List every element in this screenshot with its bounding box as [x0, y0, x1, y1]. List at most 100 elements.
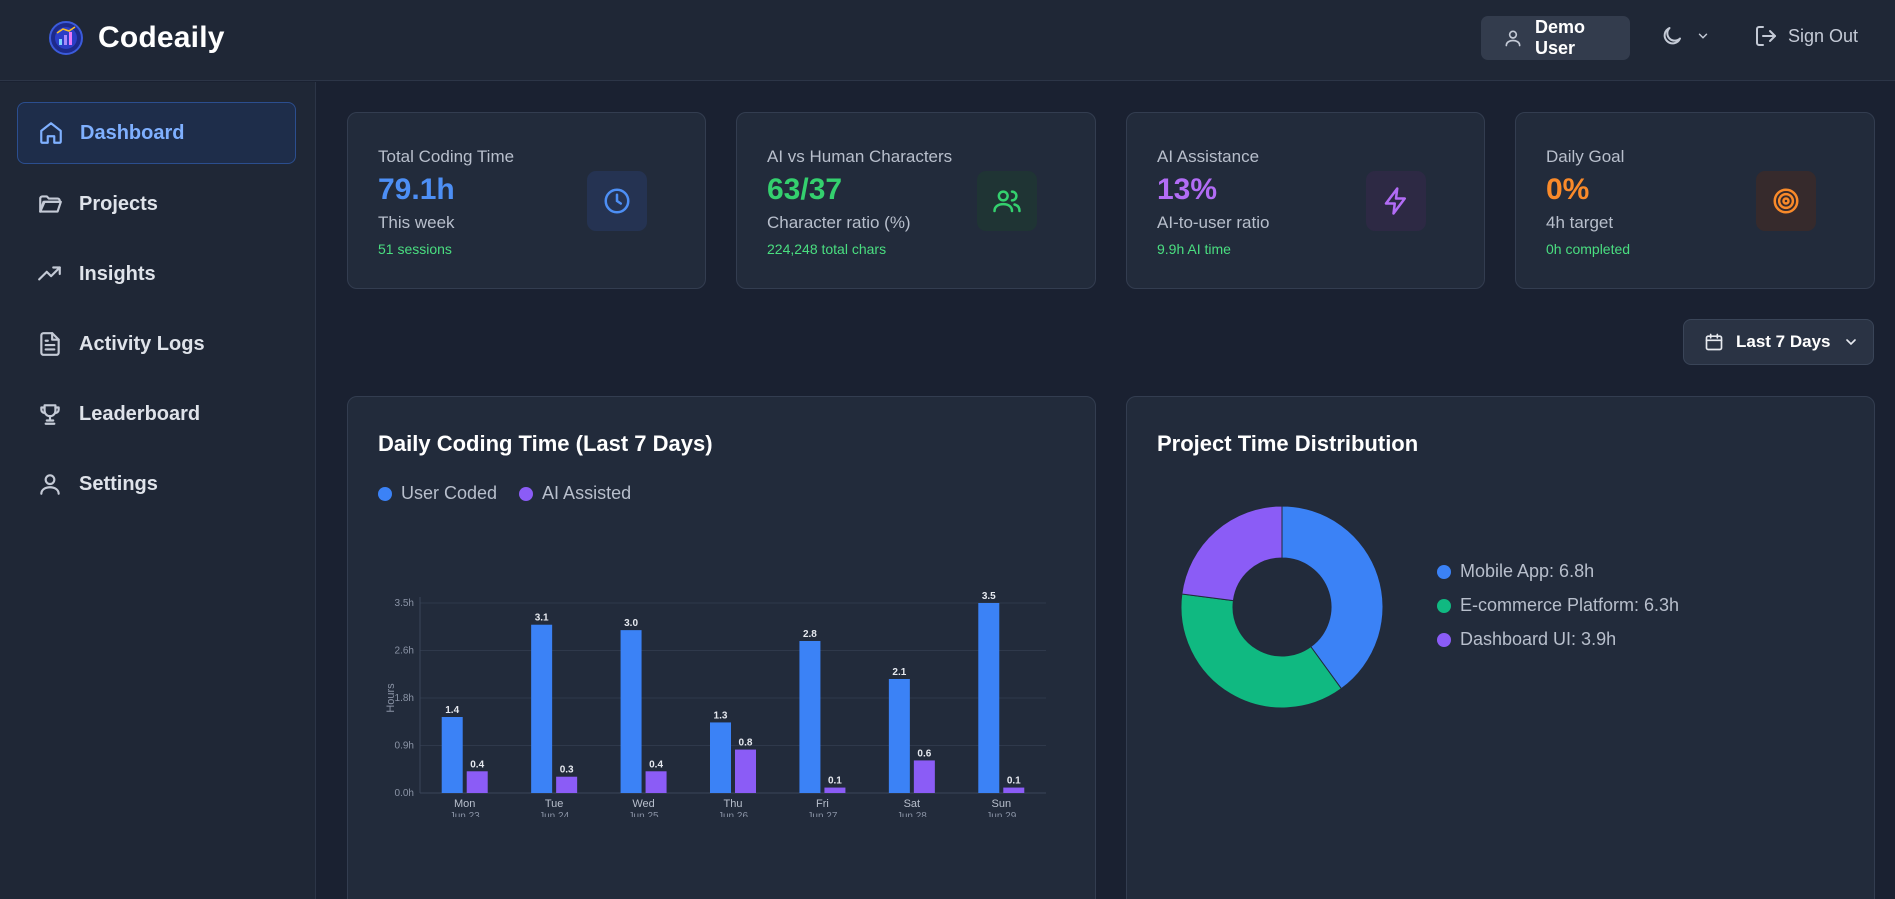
sidebar-item-label: Leaderboard — [79, 402, 201, 425]
moon-icon — [1663, 27, 1681, 45]
legend-item[interactable]: Dashboard UI: 3.9h — [1437, 629, 1679, 650]
document-icon — [37, 331, 63, 357]
data-label: 2.1 — [892, 667, 906, 678]
y-tick-label: 1.8h — [395, 693, 414, 704]
stat-subtitle: This week — [378, 213, 455, 232]
stat-value: 63/37 — [767, 173, 843, 206]
legend-item[interactable]: E-commerce Platform: 6.3h — [1437, 595, 1679, 616]
sidebar: Dashboard Projects Insights Activity Log… — [0, 82, 316, 899]
x-tick-label: Fri — [816, 798, 829, 810]
trophy-icon — [37, 401, 63, 427]
app-name: Codeaily — [98, 21, 225, 54]
bar-user-coded — [978, 603, 1000, 793]
bar-user-coded — [799, 641, 821, 793]
brand[interactable]: Codeaily — [48, 20, 225, 56]
chevron-down-icon — [1845, 339, 1856, 346]
user-name: Demo User — [1534, 17, 1585, 58]
project-donut-chart — [1180, 505, 1384, 709]
x-tick-sublabel: Jun 29 — [986, 811, 1016, 817]
bar-ai-assisted — [466, 771, 488, 793]
x-tick-label: Mon — [454, 798, 475, 810]
stat-subtitle: Character ratio (%) — [767, 213, 911, 232]
stat-title: Daily Goal — [1546, 147, 1625, 166]
legend-label: Dashboard UI: 3.9h — [1460, 629, 1617, 649]
data-label: 2.8 — [803, 629, 817, 640]
legend-label: User Coded — [401, 483, 498, 503]
data-label: 0.3 — [560, 765, 574, 776]
sign-out-button[interactable]: Sign Out — [1754, 24, 1858, 48]
x-tick-sublabel: Jun 28 — [897, 811, 927, 817]
stat-value: 13% — [1157, 173, 1218, 206]
legend-swatch — [1437, 598, 1451, 613]
trending-up-icon — [37, 261, 63, 287]
data-label: 0.4 — [470, 759, 484, 770]
sidebar-item-insights[interactable]: Insights — [17, 243, 296, 305]
user-icon — [1505, 30, 1521, 47]
sidebar-item-projects[interactable]: Projects — [17, 173, 296, 235]
bar-ai-assisted — [556, 776, 578, 793]
stat-value: 0% — [1546, 173, 1590, 206]
bar-user-coded — [888, 679, 910, 793]
sidebar-item-settings[interactable]: Settings — [17, 453, 296, 515]
sign-out-label: Sign Out — [1788, 25, 1859, 46]
chevron-down-icon — [1698, 33, 1708, 39]
bar-ai-assisted — [1003, 787, 1025, 793]
x-tick-label: Tue — [545, 798, 564, 810]
sidebar-item-leaderboard[interactable]: Leaderboard — [17, 383, 296, 445]
data-label: 0.6 — [917, 748, 931, 759]
data-label: 3.5 — [982, 591, 996, 602]
sidebar-item-label: Projects — [79, 192, 158, 215]
stat-footnote: 224,248 total chars — [767, 241, 887, 257]
folder-icon — [37, 191, 63, 217]
sidebar-item-label: Settings — [79, 472, 158, 495]
stat-card-ai-vs-human: AI vs Human Characters 63/37 Character r… — [736, 112, 1096, 289]
daily-coding-panel: Daily Coding Time (Last 7 Days) User Cod… — [347, 396, 1096, 899]
bar-ai-assisted — [913, 760, 935, 793]
pie-slice-mobile-app — [1281, 505, 1384, 690]
legend-item[interactable]: AI Assisted — [519, 483, 631, 504]
x-tick-sublabel: Jun 26 — [718, 811, 748, 817]
logo-icon — [49, 21, 83, 55]
legend-label: AI Assisted — [542, 483, 632, 503]
x-tick-sublabel: Jun 27 — [807, 811, 837, 817]
target-icon — [1756, 171, 1816, 231]
bar-user-coded — [441, 717, 463, 793]
date-range-dropdown[interactable]: Last 7 Days — [1683, 319, 1874, 365]
y-axis-label: Hours — [385, 683, 397, 713]
x-tick-sublabel: Jun 24 — [539, 811, 569, 817]
stat-footnote: 51 sessions — [378, 241, 452, 257]
date-range-label: Last 7 Days — [1736, 332, 1831, 351]
stat-title: Total Coding Time — [378, 147, 515, 166]
stat-footnote: 0h completed — [1546, 241, 1631, 257]
stat-card-ai-assistance: AI Assistance 13% AI-to-user ratio 9.9h … — [1126, 112, 1485, 289]
user-icon — [37, 471, 63, 497]
bar-ai-assisted — [824, 787, 846, 793]
theme-toggle-button[interactable] — [1660, 24, 1710, 48]
sidebar-item-label: Dashboard — [80, 121, 185, 144]
sign-out-icon — [1756, 26, 1776, 46]
stat-card-coding-time: Total Coding Time 79.1h This week 51 ses… — [347, 112, 706, 289]
user-menu-button[interactable]: Demo User — [1481, 16, 1630, 60]
bar-user-coded — [531, 624, 553, 793]
pie-slice-e-commerce-platform — [1180, 593, 1343, 709]
sidebar-item-label: Activity Logs — [79, 332, 205, 355]
y-tick-label: 0.9h — [395, 741, 414, 752]
x-tick-label: Wed — [632, 798, 654, 810]
x-tick-label: Sat — [904, 798, 921, 810]
top-bar: Codeaily Demo User Sign Out — [0, 0, 1895, 81]
pie-legend: Mobile App: 6.8h E-commerce Platform: 6.… — [1437, 561, 1679, 663]
legend-swatch — [519, 486, 534, 501]
legend-item[interactable]: User Coded — [378, 483, 497, 504]
stat-subtitle: AI-to-user ratio — [1157, 213, 1270, 232]
x-tick-label: Thu — [724, 798, 743, 810]
sidebar-item-dashboard[interactable]: Dashboard — [17, 102, 296, 164]
sidebar-item-activity-logs[interactable]: Activity Logs — [17, 313, 296, 375]
legend-item[interactable]: Mobile App: 6.8h — [1437, 561, 1679, 582]
stat-title: AI vs Human Characters — [767, 147, 953, 166]
data-label: 0.8 — [739, 738, 753, 749]
data-label: 0.1 — [1007, 776, 1021, 787]
x-tick-sublabel: Jun 23 — [450, 811, 480, 817]
y-tick-label: 2.6h — [395, 646, 414, 657]
clock-icon — [587, 171, 647, 231]
